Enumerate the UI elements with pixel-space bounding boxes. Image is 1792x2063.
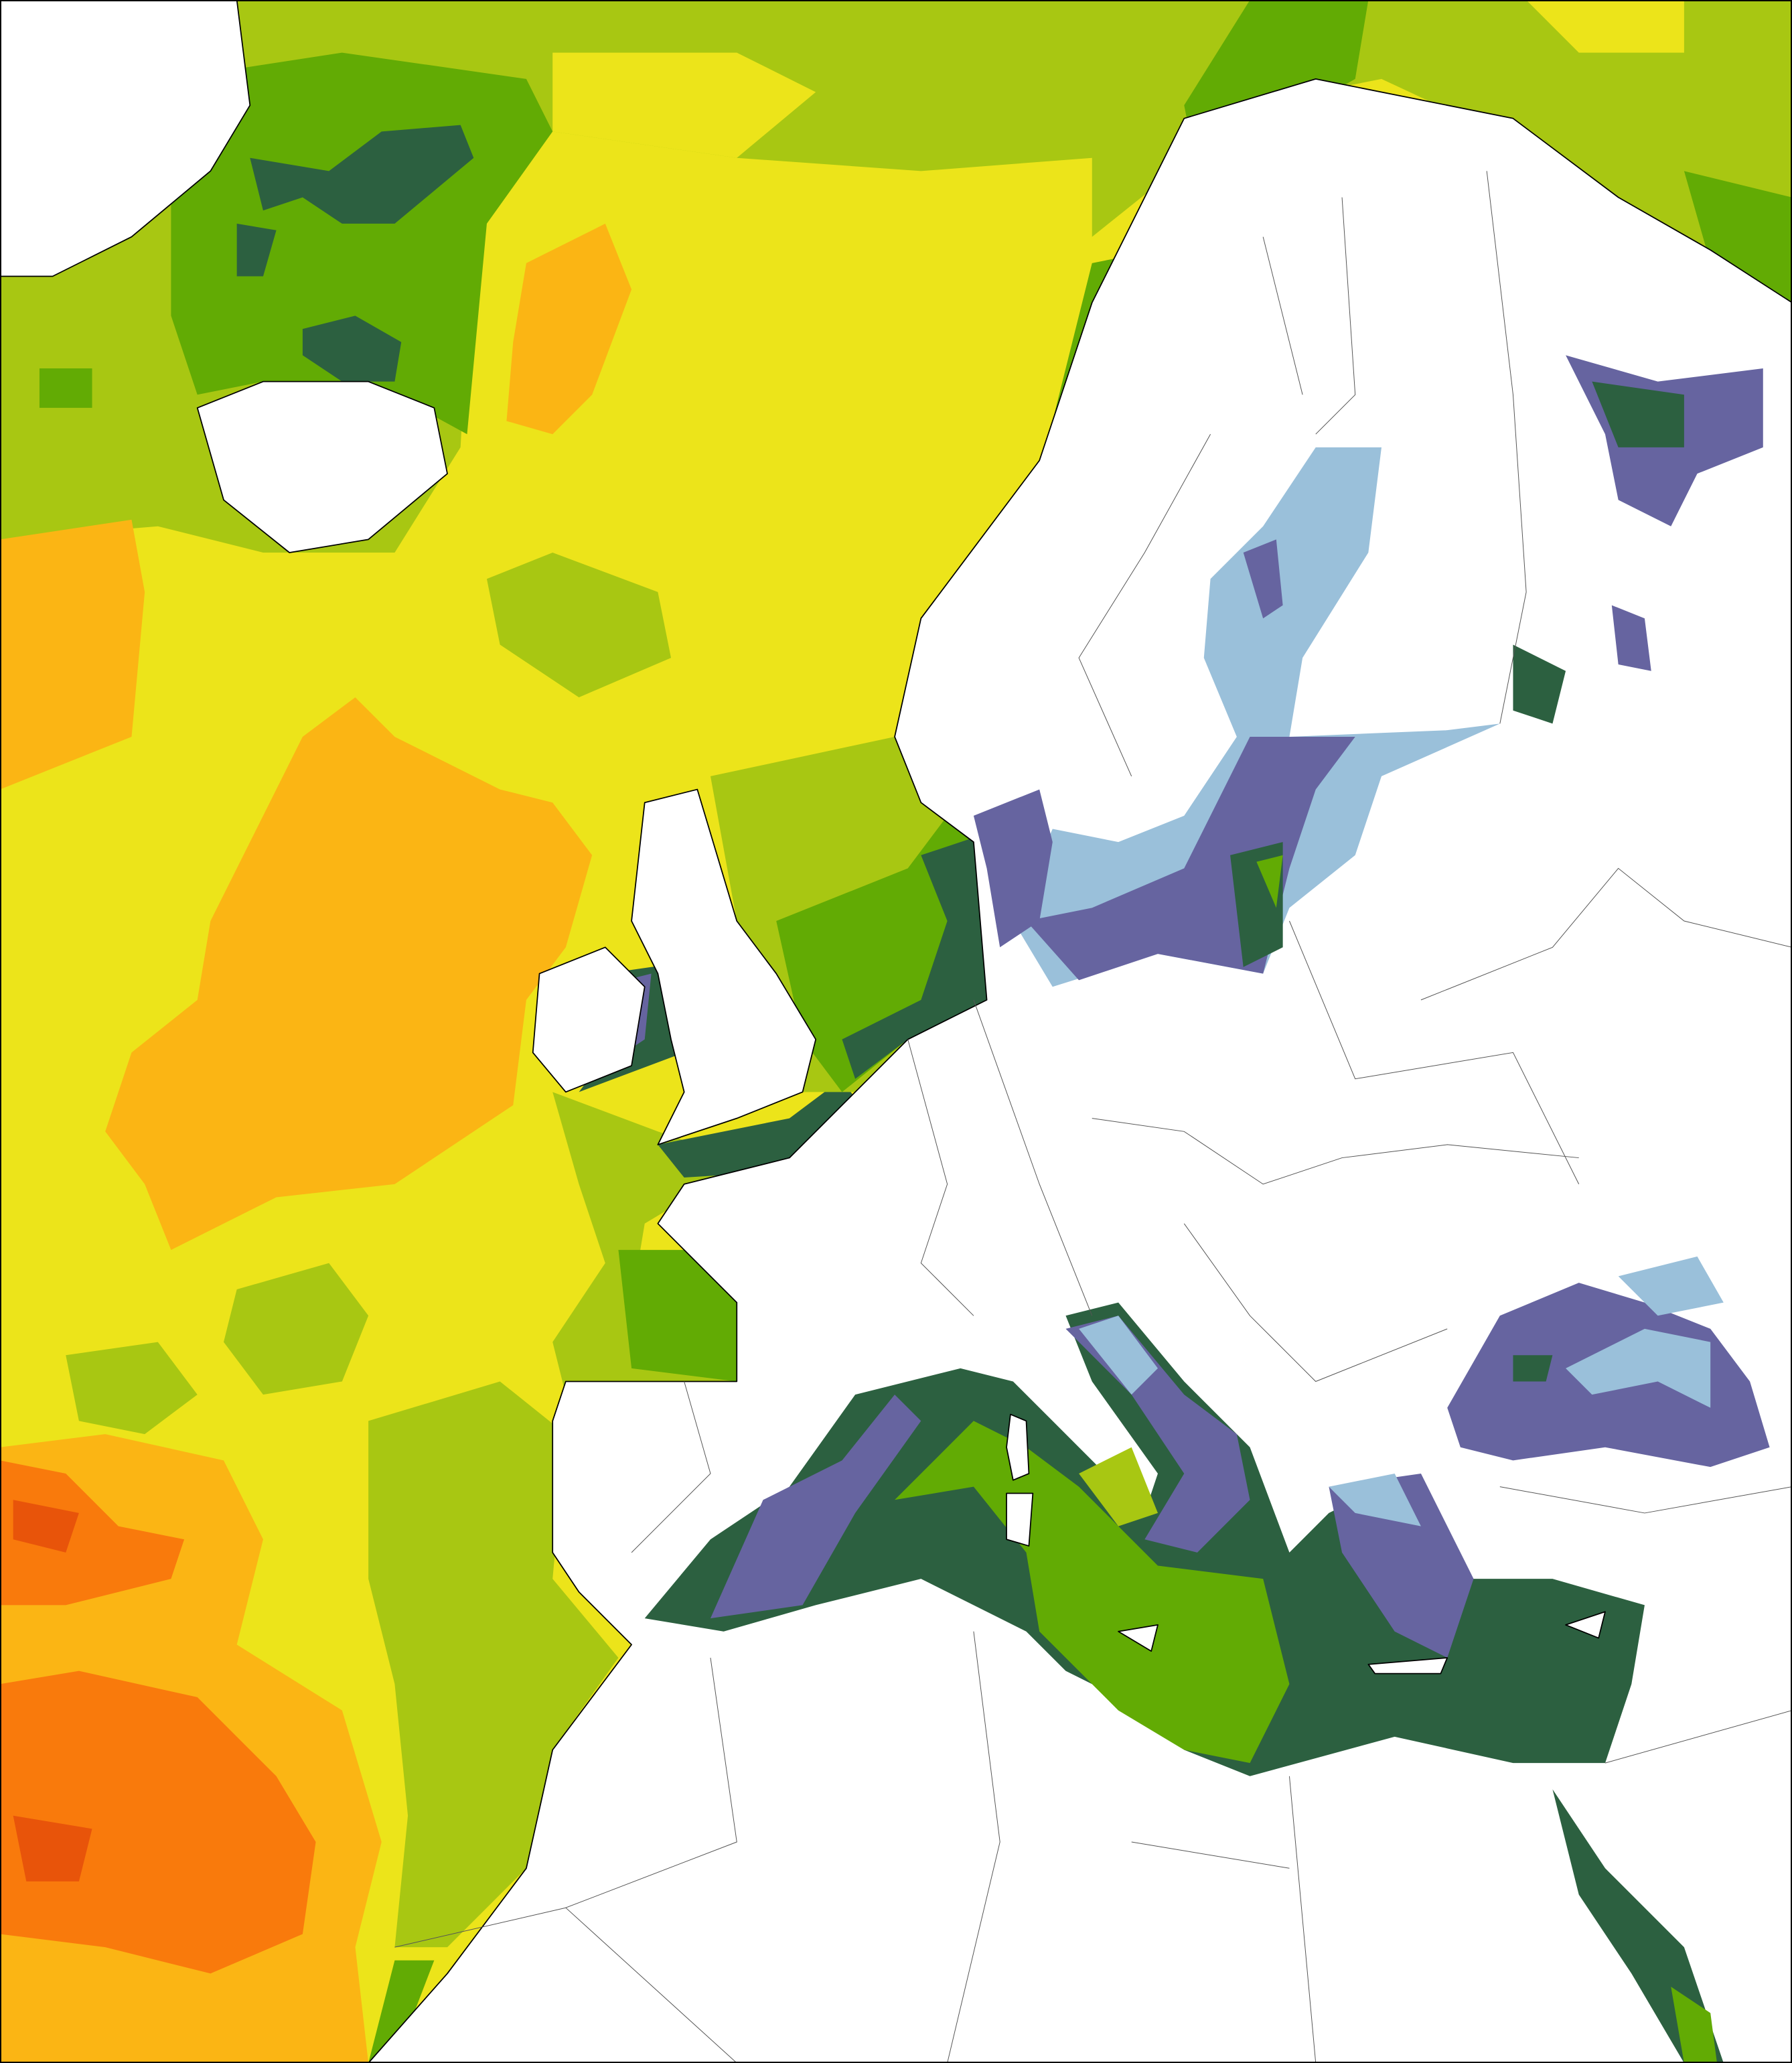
island: [631, 788, 817, 1145]
ocean-zone: [224, 1263, 369, 1395]
ocean-zone: [13, 1500, 79, 1553]
ocean-zone: [0, 1460, 185, 1606]
ocean-zone: [486, 553, 672, 698]
ocean-zone: [13, 1815, 92, 1881]
sea-zone: [1566, 1328, 1711, 1408]
ocean-zone: [506, 223, 632, 435]
ocean-zone: [368, 1960, 435, 2063]
ocean-zone: [105, 697, 593, 1251]
sea: [1618, 1256, 1724, 1316]
ocean-zone: [302, 315, 402, 382]
ocean-zone: [0, 519, 145, 790]
ocean-zone: [552, 52, 816, 158]
sea-zone: [1513, 1355, 1553, 1382]
island: [0, 0, 251, 277]
ocean-zone: [66, 1342, 198, 1435]
ocean-zone: [236, 223, 277, 277]
sea-zone: [1329, 1474, 1421, 1526]
island: [1367, 1657, 1448, 1675]
sea-zone: [1256, 855, 1283, 908]
island: [1006, 1413, 1030, 1481]
ocean-zone: [1684, 171, 1792, 316]
sea-zone: [973, 789, 1053, 948]
ocean-zone: [39, 368, 92, 408]
lake: [1513, 644, 1566, 724]
sea-zone: [1243, 539, 1283, 619]
sea-zone: [1671, 1987, 1718, 2063]
ocean-zone: [618, 1250, 744, 1382]
sea-zone: [1329, 1474, 1474, 1658]
sea-zone: [1079, 1315, 1158, 1395]
island: [196, 380, 448, 553]
sea-zone: [1592, 381, 1684, 447]
island: [1565, 1611, 1606, 1639]
ocean-zone: [0, 1670, 316, 1974]
sea-zone: [895, 1421, 1290, 1764]
lake: [1611, 605, 1651, 671]
sea: [1013, 447, 1500, 987]
sea-zone: [1079, 1447, 1158, 1526]
island: [1006, 1492, 1034, 1547]
island: [1118, 1624, 1159, 1652]
sea-zone: [710, 1395, 921, 1619]
island: [532, 946, 646, 1093]
ocean-zone: [250, 125, 474, 224]
